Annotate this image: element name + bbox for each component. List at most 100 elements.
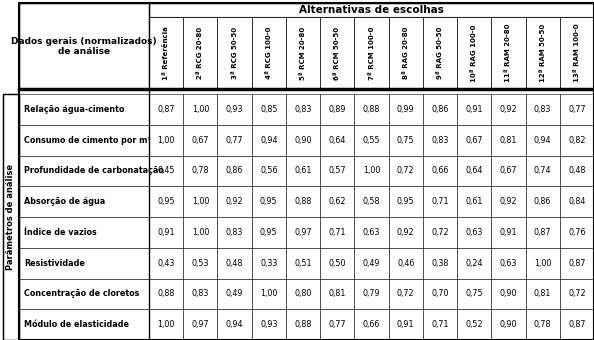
Bar (388, 94, 423, 125)
Text: 0,66: 0,66 (363, 320, 380, 329)
Text: 0,81: 0,81 (328, 289, 346, 299)
Bar (217, 125, 252, 155)
Text: 0,93: 0,93 (226, 105, 244, 114)
Text: 0,63: 0,63 (466, 228, 483, 237)
Text: 0,76: 0,76 (568, 228, 586, 237)
Bar (388, 155, 423, 186)
Text: 0,88: 0,88 (295, 320, 312, 329)
Text: 1,00: 1,00 (157, 320, 175, 329)
Text: 0,93: 0,93 (260, 320, 277, 329)
Text: 0,61: 0,61 (466, 197, 483, 206)
Text: 0,78: 0,78 (192, 166, 209, 175)
Bar (457, 248, 491, 278)
Bar (388, 309, 423, 340)
Bar (355, 155, 388, 186)
Bar (560, 155, 594, 186)
Text: 0,74: 0,74 (534, 166, 551, 175)
Bar (320, 94, 355, 125)
Bar (423, 125, 457, 155)
Bar (149, 309, 183, 340)
Bar (286, 155, 320, 186)
Text: Consumo de cimento por m³: Consumo de cimento por m³ (24, 136, 151, 144)
Bar (320, 248, 355, 278)
Text: 0,87: 0,87 (568, 259, 586, 268)
Bar (491, 309, 526, 340)
Bar (491, 217, 526, 248)
Text: 0,50: 0,50 (328, 259, 346, 268)
Bar (149, 248, 183, 278)
Bar (19, 278, 149, 309)
Text: 0,70: 0,70 (431, 289, 448, 299)
Text: 0,63: 0,63 (500, 259, 517, 268)
Bar (526, 278, 560, 309)
Text: 0,55: 0,55 (363, 136, 380, 144)
Text: 0,62: 0,62 (328, 197, 346, 206)
Text: 0,43: 0,43 (157, 259, 175, 268)
Text: 0,84: 0,84 (568, 197, 586, 206)
Text: 0,33: 0,33 (260, 259, 277, 268)
Text: 1,00: 1,00 (363, 166, 380, 175)
Text: 1,00: 1,00 (192, 197, 209, 206)
Bar (457, 278, 491, 309)
Bar (560, 309, 594, 340)
Text: 0,97: 0,97 (294, 228, 312, 237)
Text: 0,91: 0,91 (157, 228, 175, 237)
Text: 1ª Referência: 1ª Referência (163, 26, 169, 80)
Text: 0,53: 0,53 (192, 259, 209, 268)
Bar (149, 186, 183, 217)
Text: 1,00: 1,00 (534, 259, 551, 268)
Text: 0,67: 0,67 (500, 166, 517, 175)
Bar (457, 309, 491, 340)
Text: 0,83: 0,83 (295, 105, 312, 114)
Bar (560, 248, 594, 278)
Bar (252, 17, 286, 89)
Text: de análise: de análise (58, 47, 110, 55)
Text: 0,94: 0,94 (260, 136, 277, 144)
Text: 8ª RAG 20-80: 8ª RAG 20-80 (403, 27, 409, 79)
Text: 0,57: 0,57 (328, 166, 346, 175)
Text: Índice de vazios: Índice de vazios (24, 228, 97, 237)
Bar (355, 94, 388, 125)
Bar (149, 17, 183, 89)
Bar (355, 125, 388, 155)
Text: 0,72: 0,72 (568, 289, 586, 299)
Text: 0,63: 0,63 (363, 228, 380, 237)
Bar (526, 217, 560, 248)
Text: 4ª RCG 100-0: 4ª RCG 100-0 (266, 27, 272, 79)
Text: 5ª RCM 20-80: 5ª RCM 20-80 (300, 27, 306, 80)
Text: 0,77: 0,77 (568, 105, 586, 114)
Text: 0,92: 0,92 (500, 105, 517, 114)
Text: 0,94: 0,94 (534, 136, 551, 144)
Text: 0,66: 0,66 (431, 166, 448, 175)
Bar (3, 94, 19, 340)
Text: 0,38: 0,38 (431, 259, 448, 268)
Bar (423, 248, 457, 278)
Bar (320, 17, 355, 89)
Text: 0,81: 0,81 (534, 289, 551, 299)
Bar (286, 309, 320, 340)
Bar (286, 217, 320, 248)
Bar (252, 125, 286, 155)
Text: 0,91: 0,91 (500, 228, 517, 237)
Bar (252, 186, 286, 217)
Text: 0,86: 0,86 (431, 105, 448, 114)
Text: 0,88: 0,88 (295, 197, 312, 206)
Text: 0,72: 0,72 (397, 289, 415, 299)
Bar (286, 125, 320, 155)
Bar (183, 17, 217, 89)
Text: 0,95: 0,95 (157, 197, 175, 206)
Bar (491, 186, 526, 217)
Text: 10ª RAG 100-0: 10ª RAG 100-0 (471, 24, 477, 82)
Bar (3, 94, 19, 340)
Bar (217, 217, 252, 248)
Bar (457, 94, 491, 125)
Bar (423, 278, 457, 309)
Bar (457, 186, 491, 217)
Text: 0,97: 0,97 (191, 320, 209, 329)
Text: 0,80: 0,80 (295, 289, 312, 299)
Text: 7ª RCM 100-0: 7ª RCM 100-0 (368, 26, 374, 80)
Bar (388, 186, 423, 217)
Text: 0,91: 0,91 (466, 105, 483, 114)
Bar (560, 125, 594, 155)
Bar (183, 248, 217, 278)
